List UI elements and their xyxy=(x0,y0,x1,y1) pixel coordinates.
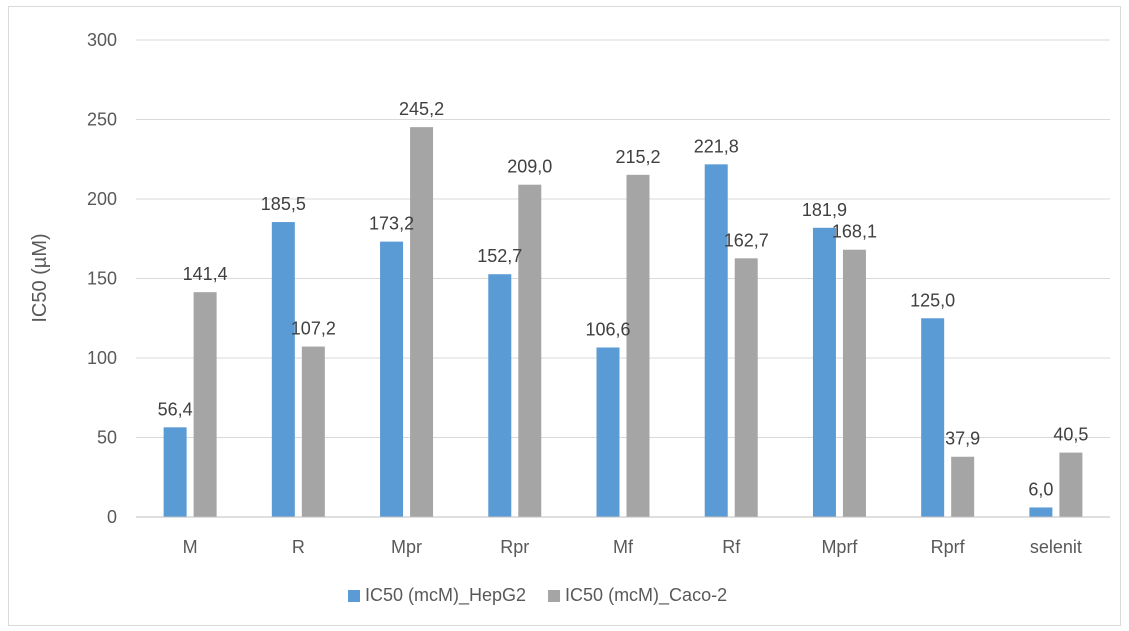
legend-swatch xyxy=(348,590,360,602)
data-label: 40,5 xyxy=(1053,425,1088,445)
data-label: 173,2 xyxy=(369,214,414,234)
data-label: 221,8 xyxy=(694,136,739,156)
x-tick-label: R xyxy=(292,537,305,557)
legend-label: IC50 (mcM)_Caco-2 xyxy=(565,585,727,606)
bar-hepg2-mpr xyxy=(380,241,404,517)
data-label: 168,1 xyxy=(832,222,877,242)
bar-hepg2-selenit xyxy=(1029,507,1053,517)
x-tick-label: selenit xyxy=(1030,537,1082,557)
bar-hepg2-rf xyxy=(704,164,728,517)
bar-caco2-mprf xyxy=(842,249,866,517)
bar-caco2-r xyxy=(301,346,325,517)
data-label: 181,9 xyxy=(802,200,847,220)
legend: IC50 (mcM)_HepG2 IC50 (mcM)_Caco-2 xyxy=(348,585,727,606)
axes: 0 50 100 150 200 250 300 M R Mpr Rpr Mf Rf Mprf Rprf se… xyxy=(87,30,1110,557)
y-tick-label: 150 xyxy=(87,269,117,289)
bar-hepg2-mprf xyxy=(812,227,836,518)
data-label: 6,0 xyxy=(1028,479,1053,499)
data-label: 185,5 xyxy=(261,194,306,214)
data-label: 152,7 xyxy=(477,246,522,266)
legend-item-caco2: IC50 (mcM)_Caco-2 xyxy=(548,585,727,606)
y-tick-label: 0 xyxy=(107,507,117,527)
bar-hepg2-r xyxy=(271,222,295,517)
x-tick-label: Mpr xyxy=(391,537,422,557)
y-axis-title: IC50 (µM) xyxy=(29,233,51,322)
data-label: 141,4 xyxy=(183,264,228,284)
bars xyxy=(163,127,1083,518)
bar-hepg2-m xyxy=(163,427,187,517)
bar-caco2-mpr xyxy=(410,127,434,517)
data-label: 37,9 xyxy=(945,429,980,449)
data-label: 107,2 xyxy=(291,319,336,339)
bar-caco2-mf xyxy=(626,174,650,517)
data-label: 162,7 xyxy=(724,230,769,250)
data-label: 245,2 xyxy=(399,99,444,119)
data-labels: 56,4 141,4 185,5 107,2 173,2 245,2 152,7 209,0 1… xyxy=(158,99,1089,499)
legend-swatch xyxy=(548,590,561,602)
gridlines xyxy=(136,39,1110,438)
y-tick-label: 300 xyxy=(87,30,117,50)
y-tick-label: 250 xyxy=(87,110,117,130)
y-tick-label: 100 xyxy=(87,348,117,368)
bar-caco2-rprf xyxy=(951,456,975,517)
x-tick-label: Rprf xyxy=(931,537,966,557)
bar-hepg2-rpr xyxy=(488,274,512,517)
bar-caco2-rf xyxy=(734,258,758,517)
data-label: 215,2 xyxy=(615,147,660,167)
x-tick-label: Rf xyxy=(722,537,741,557)
data-label: 209,0 xyxy=(507,157,552,177)
x-tick-label: Mf xyxy=(613,537,634,557)
bar-hepg2-mf xyxy=(596,347,620,517)
legend-item-hepg2: IC50 (mcM)_HepG2 xyxy=(348,585,526,606)
x-tick-label: Mprf xyxy=(821,537,858,557)
x-tick-label: Rpr xyxy=(500,537,529,557)
chart-frame xyxy=(8,6,1121,626)
y-tick-label: 50 xyxy=(97,428,117,448)
bar-caco2-rpr xyxy=(518,184,542,517)
data-label: 56,4 xyxy=(158,399,193,419)
data-label: 125,0 xyxy=(910,290,955,310)
data-label: 106,6 xyxy=(585,320,630,340)
bar-hepg2-rprf xyxy=(921,318,945,517)
bar-caco2-selenit xyxy=(1059,452,1083,517)
legend-label: IC50 (mcM)_HepG2 xyxy=(365,585,526,606)
y-tick-label: 200 xyxy=(87,189,117,209)
bar-caco2-m xyxy=(193,292,217,517)
x-tick-label: M xyxy=(183,537,198,557)
